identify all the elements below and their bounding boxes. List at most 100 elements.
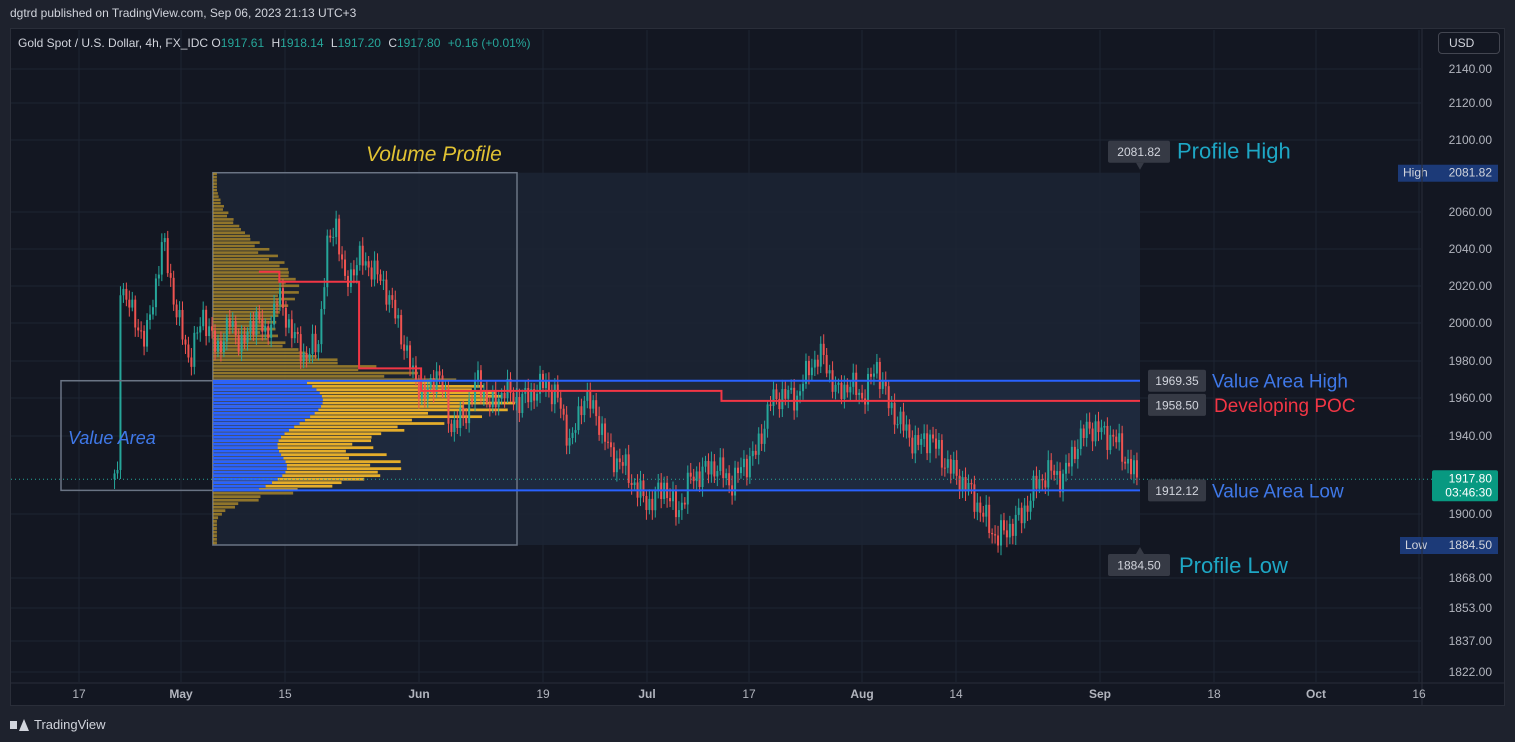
value-area-high-tag-bg xyxy=(1148,369,1206,392)
profile-bar-va-34 xyxy=(212,422,300,425)
candle-body-158 xyxy=(580,406,583,416)
candle-body-328 xyxy=(1082,428,1085,438)
profile-bar-va-29 xyxy=(212,439,279,443)
candle-body-319 xyxy=(1056,471,1059,475)
candle-body-116 xyxy=(456,420,459,428)
candle-body-57 xyxy=(281,288,284,308)
candle-body-274 xyxy=(923,433,926,439)
candle-body-237 xyxy=(813,359,816,368)
candle-body-200 xyxy=(704,460,707,467)
profile-bar-va-43 xyxy=(212,391,320,395)
candle-body-38 xyxy=(225,318,228,342)
candle-body-265 xyxy=(896,424,899,426)
value-area-title: Value Area xyxy=(68,428,156,448)
open-label: O xyxy=(211,36,221,50)
value-area-low-tag-bg xyxy=(1148,479,1206,502)
candle-body-49 xyxy=(258,311,261,319)
candle-body-94 xyxy=(391,295,394,300)
candle-body-90 xyxy=(379,274,382,281)
candle-body-168 xyxy=(609,442,612,448)
candle-body-253 xyxy=(861,392,864,399)
candle-body-327 xyxy=(1079,428,1082,449)
candle-body-294 xyxy=(982,512,985,517)
profile-bar-81 xyxy=(212,264,280,268)
candle-body-166 xyxy=(604,423,607,442)
candle-body-298 xyxy=(994,534,997,536)
candle-body-269 xyxy=(908,424,911,438)
brand-label: TradingView xyxy=(34,717,106,732)
profile-bar-20 xyxy=(212,470,378,474)
candle-body-81 xyxy=(352,269,355,276)
high-scale-tag-bg xyxy=(1398,164,1498,182)
candle-body-339 xyxy=(1115,436,1118,443)
candle-body-224 xyxy=(775,389,778,400)
candle-body-30 xyxy=(202,309,205,327)
candle-body-175 xyxy=(630,482,633,486)
profile-bar-37 xyxy=(212,411,428,415)
candle-body-0 xyxy=(113,473,116,480)
candle-body-5 xyxy=(128,299,131,308)
y-tick-label: 1822.00 xyxy=(1449,665,1493,679)
profile-bar-26 xyxy=(212,449,346,453)
candle-body-47 xyxy=(252,320,255,336)
candle-body-87 xyxy=(370,267,373,280)
candle-body-65 xyxy=(305,352,308,359)
candle-body-35 xyxy=(216,340,219,352)
candle-body-19 xyxy=(169,273,172,278)
candle-body-86 xyxy=(367,261,370,268)
developing-poc-tag-bg xyxy=(1148,393,1206,416)
value-area-high-tag: 1969.35 xyxy=(1155,374,1199,388)
candle-body-288 xyxy=(964,477,967,492)
footer-brand[interactable]: TradingView xyxy=(10,717,106,732)
candle-body-17 xyxy=(163,238,166,243)
candle-body-118 xyxy=(462,407,465,418)
candle-body-10 xyxy=(143,330,146,347)
developing-poc-tag: 1958.50 xyxy=(1155,398,1199,412)
candle-body-159 xyxy=(583,400,586,416)
candle-body-108 xyxy=(432,377,435,394)
candle-body-223 xyxy=(772,389,775,406)
candle-body-155 xyxy=(571,432,574,438)
profile-bar-64 xyxy=(212,320,277,324)
profile-bar-43 xyxy=(212,391,496,395)
candle-body-91 xyxy=(382,279,385,281)
candle-body-241 xyxy=(825,355,828,374)
candle-body-157 xyxy=(577,406,580,431)
candle-body-117 xyxy=(459,407,462,428)
candle-body-92 xyxy=(385,279,388,305)
candle-body-174 xyxy=(627,454,630,483)
candle-body-58 xyxy=(284,307,287,328)
candle-body-344 xyxy=(1130,458,1133,475)
profile-bar-82 xyxy=(212,261,285,264)
currency-button[interactable]: USD xyxy=(1438,32,1500,54)
candle-body-143 xyxy=(536,393,539,401)
candle-body-23 xyxy=(181,309,184,340)
candle-body-43 xyxy=(240,334,243,352)
candle-body-31 xyxy=(205,309,208,337)
value-area-high-label: Value Area High xyxy=(1212,372,1348,393)
y-tick-label: 1960.00 xyxy=(1449,391,1493,405)
candle-body-26 xyxy=(190,357,193,367)
profile-bar-va-20 xyxy=(212,470,286,474)
candle-body-107 xyxy=(429,377,432,388)
profile-bar-99 xyxy=(212,205,224,208)
y-tick-label: 1940.00 xyxy=(1449,429,1493,443)
candle-body-342 xyxy=(1124,461,1127,464)
candle-body-67 xyxy=(311,333,314,354)
profile-bar-14 xyxy=(212,491,294,495)
candle-body-84 xyxy=(361,245,364,266)
candle-body-55 xyxy=(276,303,279,305)
candle-body-33 xyxy=(211,326,214,331)
candle-body-114 xyxy=(450,423,453,433)
candle-body-181 xyxy=(648,498,651,510)
candle-body-126 xyxy=(485,390,488,404)
profile-bar-80 xyxy=(212,267,289,271)
candle-body-103 xyxy=(417,381,420,399)
low-scale-tag-bg xyxy=(1400,537,1498,554)
y-tick-label: 1853.00 xyxy=(1449,601,1493,615)
candle-body-50 xyxy=(261,318,264,332)
candle-body-268 xyxy=(905,424,908,431)
candle-body-222 xyxy=(769,404,772,406)
candle-body-127 xyxy=(488,403,491,408)
